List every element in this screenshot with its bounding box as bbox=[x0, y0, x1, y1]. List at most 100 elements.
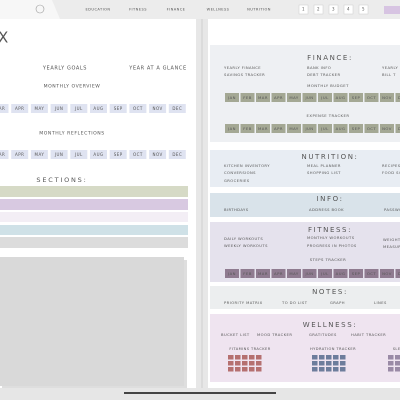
link[interactable]: FOOD SC bbox=[382, 171, 400, 175]
month-button[interactable] bbox=[271, 124, 286, 133]
link[interactable]: CONVERSIONS bbox=[224, 171, 256, 175]
link[interactable]: TO DO LIST bbox=[281, 301, 308, 305]
page-button[interactable] bbox=[328, 4, 339, 15]
active-tab[interactable] bbox=[384, 6, 400, 14]
month-button[interactable] bbox=[240, 93, 255, 102]
month-button[interactable] bbox=[364, 124, 379, 133]
link[interactable]: YEARLY bbox=[382, 66, 398, 70]
month-button[interactable] bbox=[380, 124, 394, 133]
month-button[interactable] bbox=[168, 150, 186, 159]
month-button[interactable] bbox=[70, 150, 88, 159]
link[interactable]: MOOD TRACKER bbox=[257, 333, 292, 337]
link[interactable]: DEBT TRACKER bbox=[307, 73, 340, 77]
page-button[interactable] bbox=[313, 4, 324, 15]
month-button[interactable] bbox=[287, 269, 301, 278]
month-button[interactable] bbox=[11, 104, 29, 113]
month-button[interactable] bbox=[256, 124, 270, 133]
month-button[interactable] bbox=[318, 269, 332, 278]
month-button[interactable] bbox=[333, 93, 348, 102]
month-button[interactable] bbox=[318, 93, 332, 102]
month-button[interactable] bbox=[168, 104, 186, 113]
month-button[interactable] bbox=[70, 104, 88, 113]
link[interactable]: YEARLY FINANCE bbox=[224, 66, 261, 70]
month-button[interactable] bbox=[240, 269, 255, 278]
month-button[interactable] bbox=[302, 269, 317, 278]
link[interactable]: KITCHEN INVENTORY bbox=[224, 164, 270, 168]
month-button[interactable] bbox=[11, 150, 29, 159]
month-button[interactable] bbox=[318, 124, 332, 133]
link[interactable]: MONTHLY WORKOUTS bbox=[307, 236, 355, 240]
link[interactable]: DAILY WORKOUTS bbox=[224, 237, 263, 241]
month-button[interactable] bbox=[0, 150, 9, 159]
link[interactable]: PROGRESS IN PHOTOS bbox=[307, 244, 357, 248]
link[interactable]: WEEKLY WORKOUTS bbox=[224, 244, 268, 248]
month-button[interactable] bbox=[90, 104, 107, 113]
link[interactable]: GRATITUDES bbox=[309, 333, 337, 337]
page-button[interactable] bbox=[343, 4, 354, 15]
nav-tab[interactable]: WELLNESS bbox=[207, 8, 230, 12]
link[interactable]: PASSWO bbox=[384, 208, 400, 212]
month-button[interactable] bbox=[302, 124, 317, 133]
month-button[interactable] bbox=[271, 269, 286, 278]
month-button[interactable] bbox=[225, 269, 239, 278]
link[interactable]: BIRTHDAYS bbox=[224, 208, 249, 212]
section-bar[interactable] bbox=[0, 186, 188, 197]
link[interactable]: ADDRESS BOOK bbox=[309, 208, 344, 212]
month-button[interactable] bbox=[395, 93, 400, 102]
page-button[interactable] bbox=[298, 4, 309, 15]
month-button[interactable] bbox=[287, 124, 301, 133]
month-button[interactable] bbox=[50, 150, 68, 159]
month-button[interactable] bbox=[256, 93, 270, 102]
page-button[interactable] bbox=[358, 4, 369, 15]
link[interactable]: PRIORITY MATRIX bbox=[224, 301, 263, 305]
month-button[interactable] bbox=[349, 269, 363, 278]
month-button[interactable] bbox=[302, 93, 317, 102]
month-button[interactable] bbox=[240, 124, 255, 133]
month-button[interactable] bbox=[349, 124, 363, 133]
link[interactable]: LINES bbox=[374, 301, 387, 305]
nav-tab[interactable]: FITNESS bbox=[129, 8, 147, 12]
month-button[interactable] bbox=[109, 150, 127, 159]
month-button[interactable] bbox=[349, 93, 363, 102]
month-button[interactable] bbox=[129, 150, 147, 159]
link[interactable]: RECIPES bbox=[382, 164, 400, 168]
section-bar[interactable] bbox=[0, 212, 188, 222]
section-bar[interactable] bbox=[0, 199, 188, 210]
link[interactable]: WEIGHT bbox=[383, 238, 400, 242]
month-button[interactable] bbox=[109, 104, 127, 113]
link[interactable]: SAVINGS TRACKER bbox=[224, 73, 265, 77]
month-button[interactable] bbox=[333, 269, 348, 278]
link[interactable]: SHOPPING LIST bbox=[307, 171, 341, 175]
month-button[interactable] bbox=[149, 150, 167, 159]
nav-tab[interactable]: NUTRITION bbox=[247, 8, 271, 12]
link[interactable]: BILL T bbox=[382, 73, 396, 77]
month-button[interactable] bbox=[333, 124, 348, 133]
month-button[interactable] bbox=[50, 104, 68, 113]
month-button[interactable] bbox=[380, 269, 394, 278]
section-bar[interactable] bbox=[0, 237, 188, 248]
nav-tab[interactable]: FINANCE bbox=[167, 8, 186, 12]
section-bar[interactable] bbox=[0, 225, 188, 235]
month-button[interactable] bbox=[30, 150, 48, 159]
link[interactable]: MEASUREM bbox=[383, 245, 400, 249]
month-button[interactable] bbox=[287, 93, 301, 102]
month-button[interactable] bbox=[256, 269, 270, 278]
link[interactable]: BUCKET LIST bbox=[221, 333, 250, 337]
link[interactable]: BANK INFO bbox=[307, 66, 331, 70]
nav-tab[interactable]: EDUCATION bbox=[85, 8, 110, 12]
month-button[interactable] bbox=[129, 104, 147, 113]
month-button[interactable] bbox=[90, 150, 107, 159]
month-button[interactable] bbox=[364, 269, 379, 278]
month-button[interactable] bbox=[149, 104, 167, 113]
link[interactable]: YEAR AT A GLANCE bbox=[128, 66, 187, 72]
link[interactable]: GROCERIES bbox=[224, 179, 250, 183]
month-button[interactable] bbox=[271, 93, 286, 102]
link[interactable]: YEARLY GOALS bbox=[42, 66, 87, 72]
month-button[interactable] bbox=[0, 104, 9, 113]
month-button[interactable] bbox=[380, 93, 394, 102]
link[interactable]: MEAL PLANNER bbox=[307, 164, 341, 168]
month-button[interactable] bbox=[395, 269, 400, 278]
month-button[interactable] bbox=[225, 93, 239, 102]
link[interactable]: GRAPH bbox=[330, 301, 345, 305]
month-button[interactable] bbox=[364, 93, 379, 102]
